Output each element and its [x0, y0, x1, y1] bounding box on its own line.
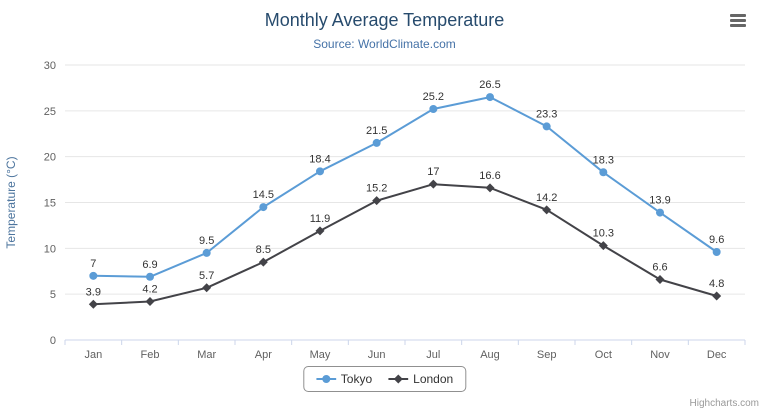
- data-label: 8.5: [256, 244, 271, 256]
- y-axis-tick-label: 10: [44, 243, 56, 255]
- data-label: 14.5: [253, 189, 274, 201]
- data-label: 25.2: [423, 91, 444, 103]
- data-point-marker-diamond[interactable]: [598, 241, 608, 251]
- x-axis-tick-label: Feb: [141, 349, 160, 361]
- data-point-marker-diamond[interactable]: [485, 183, 495, 193]
- data-label: 9.6: [709, 234, 724, 246]
- data-point-marker-diamond[interactable]: [202, 283, 212, 293]
- y-axis-tick-label: 15: [44, 198, 56, 210]
- data-point-marker-circle[interactable]: [259, 203, 268, 212]
- legend: Tokyo London: [302, 366, 467, 392]
- data-label: 15.2: [366, 183, 387, 195]
- data-label: 26.5: [479, 79, 500, 91]
- y-axis-tick-label: 5: [50, 289, 56, 301]
- legend-item-london[interactable]: London: [388, 372, 453, 386]
- data-point-marker-circle[interactable]: [712, 248, 721, 256]
- data-label: 5.7: [199, 270, 214, 282]
- y-axis-tick-label: 25: [44, 106, 56, 118]
- data-point-marker-circle[interactable]: [542, 122, 551, 131]
- x-axis-tick-label: Mar: [197, 349, 216, 361]
- data-label: 14.2: [536, 192, 557, 204]
- hamburger-bar: [730, 23, 746, 27]
- data-point-marker-diamond[interactable]: [372, 196, 382, 206]
- credits-link[interactable]: Highcharts.com: [689, 398, 759, 409]
- x-axis-tick-label: Jan: [84, 349, 102, 361]
- data-point-marker-diamond[interactable]: [88, 299, 98, 309]
- data-point-marker-circle[interactable]: [599, 168, 608, 177]
- y-axis-title: Temperature (°C): [4, 156, 18, 248]
- data-point-marker-circle[interactable]: [146, 272, 154, 281]
- data-point-marker-circle[interactable]: [89, 271, 98, 280]
- data-label: 4.8: [709, 278, 724, 290]
- data-label: 4.2: [142, 284, 157, 296]
- data-label: 6.9: [142, 259, 157, 271]
- x-axis-tick-label: Dec: [707, 349, 727, 361]
- chart-title: Monthly Average Temperature: [264, 10, 505, 30]
- x-axis-tick-label: Sep: [537, 349, 557, 361]
- legend-label: Tokyo: [340, 372, 373, 386]
- x-axis-tick-label: Oct: [595, 349, 612, 361]
- data-label: 18.4: [309, 153, 330, 165]
- data-point-marker-diamond[interactable]: [428, 179, 438, 189]
- data-label: 6.6: [652, 262, 667, 274]
- data-point-marker-diamond[interactable]: [542, 205, 552, 215]
- data-point-marker-diamond[interactable]: [258, 257, 268, 267]
- data-point-marker-circle[interactable]: [372, 138, 381, 147]
- data-point-marker-diamond[interactable]: [315, 226, 325, 236]
- x-axis-tick-label: Nov: [650, 349, 670, 361]
- data-point-marker-circle[interactable]: [486, 93, 494, 102]
- data-label: 18.3: [593, 154, 614, 166]
- legend-marker-diamond-icon: [388, 374, 409, 384]
- data-label: 13.9: [649, 195, 670, 207]
- legend-item-tokyo[interactable]: Tokyo: [315, 372, 373, 386]
- data-label: 9.5: [199, 235, 214, 247]
- data-label: 7: [90, 258, 96, 270]
- y-axis-tick-label: 20: [44, 152, 56, 164]
- y-axis-tick-label: 30: [44, 60, 56, 72]
- data-point-marker-circle[interactable]: [202, 248, 211, 257]
- data-point-marker-diamond[interactable]: [655, 275, 665, 284]
- y-axis-tick-label: 0: [50, 335, 56, 347]
- x-axis-tick-label: Jun: [368, 349, 386, 361]
- data-label: 23.3: [536, 108, 557, 120]
- data-label: 21.5: [366, 125, 387, 137]
- series-line-london: [93, 183, 717, 306]
- data-label: 3.9: [86, 286, 101, 298]
- hamburger-menu-icon[interactable]: [725, 8, 751, 32]
- data-label: 17: [427, 166, 439, 178]
- legend-marker-circle-icon: [315, 375, 336, 383]
- data-point-marker-circle[interactable]: [656, 208, 664, 217]
- x-axis-tick-label: May: [310, 349, 331, 361]
- chart-subtitle: Source: WorldClimate.com: [313, 37, 456, 51]
- hamburger-bar: [730, 18, 746, 22]
- series-line-tokyo: [93, 96, 718, 278]
- data-point-marker-circle[interactable]: [429, 105, 438, 113]
- data-point-marker-diamond[interactable]: [712, 291, 722, 301]
- x-axis-tick-label: Apr: [255, 349, 272, 361]
- hamburger-bar: [730, 13, 746, 17]
- data-point-marker-diamond[interactable]: [145, 297, 155, 306]
- x-axis-tick-label: Aug: [480, 349, 500, 361]
- data-label: 16.6: [479, 170, 500, 182]
- x-axis-tick-label: Jul: [426, 349, 440, 361]
- data-label: 10.3: [593, 228, 614, 240]
- legend-label: London: [413, 372, 454, 386]
- data-point-marker-circle[interactable]: [316, 167, 324, 176]
- data-label: 11.9: [310, 213, 331, 225]
